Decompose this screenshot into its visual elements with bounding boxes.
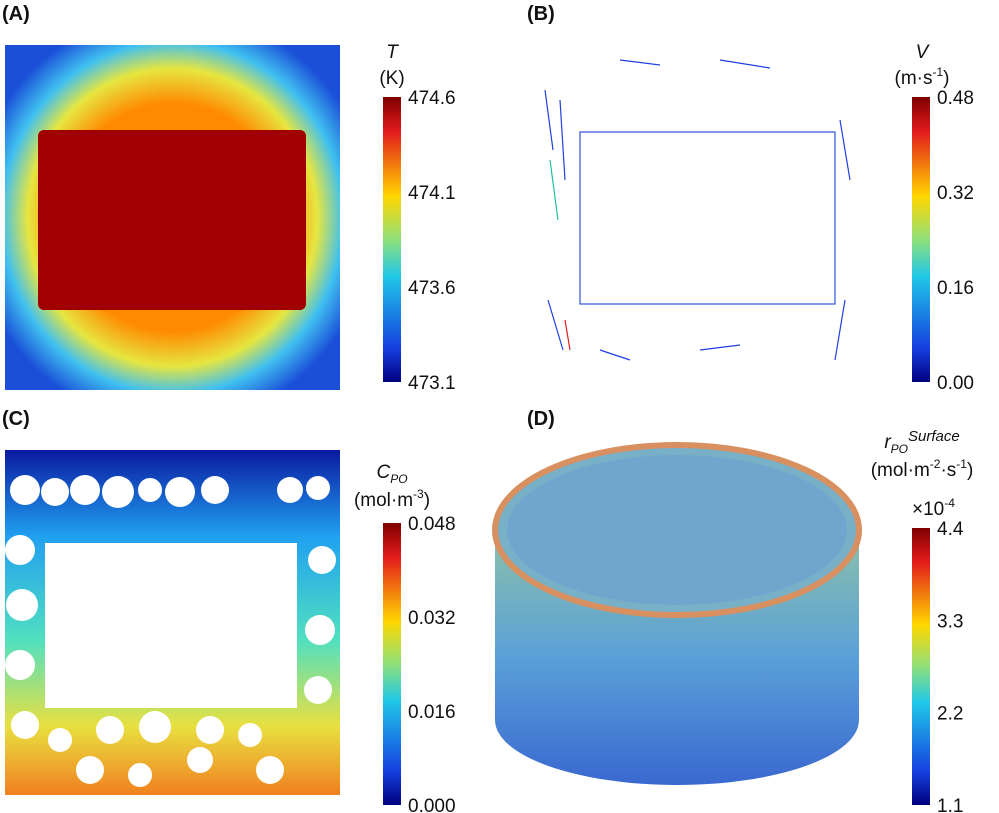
panel-label: (D) — [527, 408, 555, 430]
colorbar-tick-label: 473.6 — [408, 278, 456, 299]
multiplier: ×10-4 — [912, 496, 955, 520]
colorbar-symbol: T — [386, 42, 399, 63]
colorbar-tick-label: 0.48 — [937, 88, 974, 109]
unit-part: (mol·m — [354, 490, 413, 511]
panel-label: (A) — [2, 3, 30, 25]
colorbar-tick-label: 0.048 — [408, 514, 456, 535]
colorbar-tick-label: 0.000 — [408, 796, 456, 813]
colorbar-unit: (mol·m-3) — [354, 487, 430, 511]
colorbar-unit: (K) — [379, 68, 404, 89]
colorbar — [383, 523, 401, 805]
colorbar — [383, 97, 401, 382]
cylinder-surface — [492, 442, 862, 785]
concentration-map — [5, 450, 340, 795]
colorbar-tick-label: 0.016 — [408, 702, 456, 723]
colorbar — [912, 528, 930, 805]
unit-part: (K) — [379, 68, 404, 89]
colorbar-tick-label: 0.00 — [937, 373, 974, 394]
colorbar-tick-label: 2.2 — [937, 704, 963, 725]
unit-sup: -1 — [932, 65, 943, 79]
unit-part: ·s — [940, 460, 956, 481]
unit-sup: -3 — [413, 487, 424, 501]
unit-part: ) — [943, 68, 949, 89]
symbol: r — [884, 432, 891, 453]
colorbar-tick-label: 0.032 — [408, 608, 456, 629]
colorbar-tick-label: 4.4 — [937, 519, 964, 540]
colorbar — [912, 97, 930, 382]
colorbar-symbol: V — [916, 42, 931, 63]
symbol-sup: Surface — [908, 428, 960, 445]
multiplier-exp: -4 — [944, 496, 955, 510]
panel-label: (C) — [2, 408, 30, 430]
symbol-sub: PO — [390, 472, 407, 486]
unit-part: (mol·m — [871, 460, 930, 481]
colorbar-tick-label: 0.16 — [937, 278, 974, 299]
colorbar-symbol: rPOSurface — [884, 428, 959, 456]
colorbar-tick-label: 473.1 — [408, 373, 456, 394]
colorbar-unit: (mol·m-2·s-1) — [871, 457, 974, 481]
colorbar-symbol: CPO — [376, 462, 407, 486]
colorbar-tick-label: 3.3 — [937, 611, 963, 632]
symbol-sub: PO — [891, 442, 908, 456]
temperature-map — [5, 45, 340, 390]
panel-label: (B) — [527, 3, 555, 25]
unit-sup: -2 — [930, 457, 941, 471]
colorbar-tick-label: 1.1 — [937, 796, 963, 813]
velocity-field — [538, 45, 875, 385]
multiplier-base: ×10 — [912, 499, 944, 520]
unit-sup: -1 — [956, 457, 967, 471]
symbol: C — [376, 462, 390, 483]
unit-part: ) — [424, 490, 430, 511]
colorbar-tick-label: 474.1 — [408, 183, 456, 204]
colorbar-tick-label: 474.6 — [408, 88, 456, 109]
unit-part: ) — [967, 460, 973, 481]
unit-part: (m·s — [895, 68, 933, 89]
colorbar-unit: (m·s-1) — [895, 65, 950, 89]
colorbar-tick-label: 0.32 — [937, 183, 974, 204]
